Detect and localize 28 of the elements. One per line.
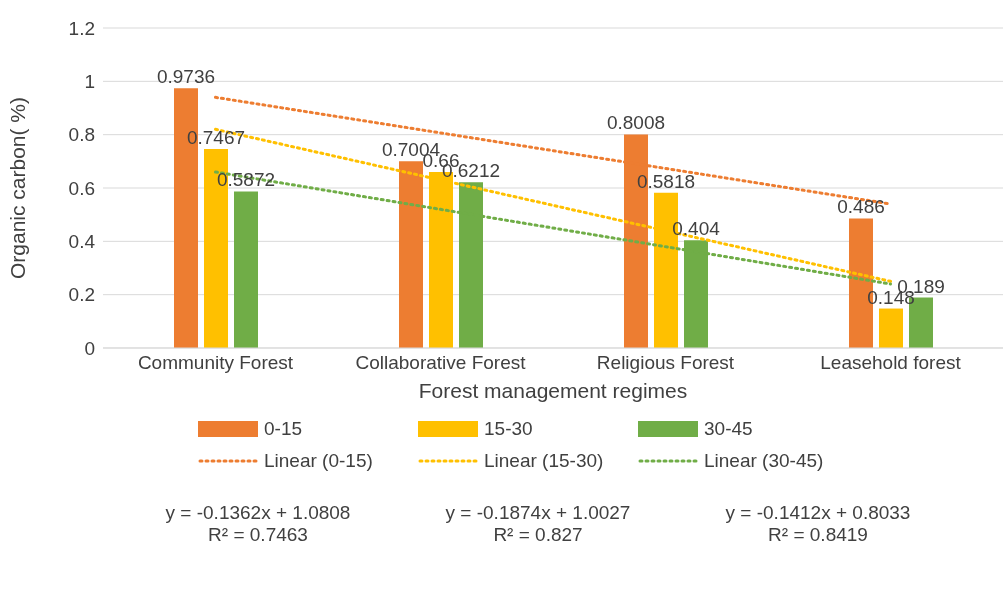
legend-label: Linear (30-45) xyxy=(704,450,824,472)
y-tick-label: 0.6 xyxy=(68,177,95,199)
text: y = -0.1362x + 1.0808 R² = 0.7463 xyxy=(164,502,352,546)
legend-label: Linear (0-15) xyxy=(264,450,373,472)
x-tick-label: Collaborative Forest xyxy=(355,352,527,374)
y-tick-label: 1.2 xyxy=(68,17,95,39)
bar xyxy=(234,191,258,348)
legend-label: 15-30 xyxy=(484,418,533,440)
data-label: 0.486 xyxy=(837,196,885,218)
x-tick-label: Community Forest xyxy=(137,352,294,374)
text: y = -0.1874x + 1.0027 R² = 0.827 xyxy=(444,502,632,546)
legend-label: 30-45 xyxy=(704,418,753,440)
legend-label: Linear (15-30) xyxy=(484,450,604,472)
data-label: 0.9736 xyxy=(156,66,216,88)
y-axis-title: Organic carbon( %) xyxy=(6,96,30,280)
bar xyxy=(399,161,423,348)
y-tick-label: 0.4 xyxy=(68,231,96,253)
y-tick-label: 1 xyxy=(84,71,95,93)
text: y = -0.1412x + 0.8033 R² = 0.8419 xyxy=(724,502,912,546)
legend-label: 0-15 xyxy=(264,418,303,440)
bar xyxy=(879,308,903,348)
x-tick-label: Religious Forest xyxy=(596,352,735,374)
y-tick-label: 0 xyxy=(84,337,95,359)
x-tick-label: Leasehold forest xyxy=(820,352,962,374)
data-label: 0.8008 xyxy=(606,112,666,134)
y-tick-label: 0.8 xyxy=(68,124,95,146)
y-tick-label: 0.2 xyxy=(68,284,95,306)
x-axis-title: Forest management regimes xyxy=(418,379,688,402)
